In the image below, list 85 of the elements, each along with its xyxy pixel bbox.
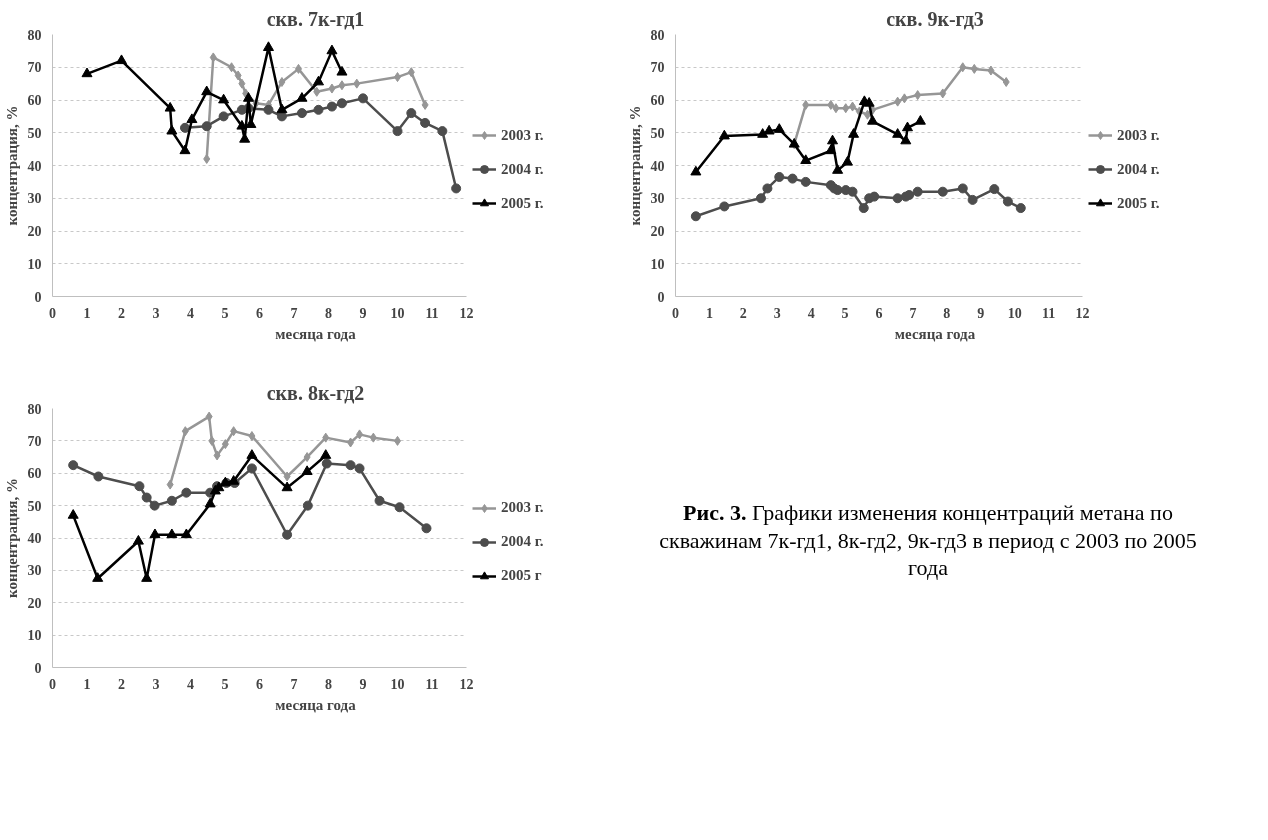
- legend-label: 2005 г.: [501, 194, 544, 212]
- x-axis-title: месяца года: [275, 696, 357, 713]
- chart-title: скв. 9к-гд3: [886, 7, 984, 30]
- x-tick-label: 12: [459, 676, 474, 692]
- x-tick-label: 8: [325, 676, 332, 692]
- y-tick-label: 80: [27, 27, 42, 43]
- legend-label: 2005 г.: [1117, 194, 1160, 212]
- y-tick-label: 20: [27, 595, 42, 611]
- legend-label: 2004 г.: [1117, 160, 1160, 178]
- legend-label: 2004 г.: [501, 533, 544, 550]
- y-tick-label: 60: [650, 93, 665, 108]
- x-tick-label: 3: [773, 305, 781, 321]
- y-tick-label: 40: [650, 158, 665, 174]
- y-axis-title: концентрация, %: [3, 478, 20, 598]
- x-tick-label: 7: [290, 305, 298, 321]
- x-tick-label: 2: [118, 676, 125, 692]
- legend-label: 2003 г.: [501, 126, 544, 144]
- x-tick-label: 9: [359, 676, 367, 692]
- x-tick-label: 9: [359, 305, 367, 321]
- y-tick-label: 10: [27, 256, 42, 272]
- x-tick-label: 10: [390, 676, 405, 692]
- x-axis-title: месяца года: [894, 325, 976, 342]
- y-tick-label: 80: [27, 401, 42, 417]
- x-tick-label: 2: [739, 305, 747, 321]
- x-tick-label: 8: [943, 305, 951, 321]
- x-tick-label: 11: [1041, 305, 1056, 321]
- x-tick-label: 4: [807, 305, 815, 321]
- y-tick-label: 10: [650, 256, 665, 272]
- y-tick-label: 30: [27, 563, 42, 579]
- text: Рис. 3.: [683, 500, 747, 525]
- x-tick-label: 5: [221, 676, 229, 692]
- y-tick-label: 0: [34, 660, 42, 676]
- y-tick-label: 60: [27, 93, 42, 108]
- y-tick-label: 70: [27, 60, 42, 76]
- y-tick-label: 30: [650, 191, 665, 207]
- x-tick-label: 8: [325, 305, 332, 321]
- y-tick-label: 0: [34, 289, 42, 305]
- x-axis-title: месяца года: [275, 325, 357, 342]
- legend-label: 2003 г.: [501, 499, 544, 516]
- x-tick-label: 10: [1007, 305, 1022, 321]
- x-tick-label: 11: [425, 676, 439, 692]
- chart-title: скв. 7к-гд1: [266, 7, 365, 30]
- y-tick-label: 50: [27, 125, 42, 141]
- y-tick-label: 40: [27, 531, 42, 546]
- y-tick-label: 70: [27, 433, 42, 449]
- y-tick-label: 0: [657, 289, 665, 305]
- y-tick-label: 70: [650, 60, 665, 76]
- x-tick-label: 9: [977, 305, 985, 321]
- x-tick-label: 6: [256, 305, 263, 321]
- y-tick-label: 60: [27, 466, 42, 482]
- x-tick-label: 6: [875, 305, 883, 321]
- x-tick-label: 4: [187, 305, 194, 321]
- x-tick-label: 0: [672, 305, 679, 321]
- x-tick-label: 1: [83, 305, 91, 321]
- y-tick-label: 20: [650, 224, 665, 239]
- y-tick-label: 50: [27, 498, 42, 514]
- legend-label: 2003 г.: [1117, 126, 1160, 144]
- y-tick-label: 30: [27, 191, 42, 207]
- y-axis-title: концентрация, %: [626, 105, 643, 226]
- x-tick-label: 4: [187, 676, 194, 692]
- legend-label: 2004 г.: [501, 160, 544, 178]
- x-tick-label: 10: [390, 305, 405, 321]
- y-tick-label: 20: [27, 224, 42, 239]
- y-tick-label: 80: [650, 27, 665, 43]
- x-tick-label: 2: [118, 305, 125, 321]
- x-tick-label: 5: [841, 305, 849, 321]
- y-axis-title: концентрация, %: [3, 105, 20, 226]
- x-tick-label: 0: [49, 305, 56, 321]
- x-tick-label: 12: [459, 305, 474, 321]
- y-tick-label: 50: [650, 125, 665, 141]
- x-tick-label: 12: [1075, 305, 1090, 321]
- y-tick-label: 40: [27, 158, 42, 174]
- y-tick-label: 10: [27, 628, 42, 644]
- x-tick-label: 3: [152, 305, 160, 321]
- x-tick-label: 0: [49, 676, 56, 692]
- x-tick-label: 7: [909, 305, 917, 321]
- x-tick-label: 11: [425, 305, 439, 321]
- x-tick-label: 3: [152, 676, 160, 692]
- x-tick-label: 6: [256, 676, 263, 692]
- chart-title: скв. 8к-гд2: [266, 381, 365, 404]
- legend-label: 2005 г: [501, 567, 542, 584]
- x-tick-label: 5: [221, 305, 229, 321]
- x-tick-label: 7: [290, 676, 298, 692]
- x-tick-label: 1: [705, 305, 713, 321]
- x-tick-label: 1: [83, 676, 91, 692]
